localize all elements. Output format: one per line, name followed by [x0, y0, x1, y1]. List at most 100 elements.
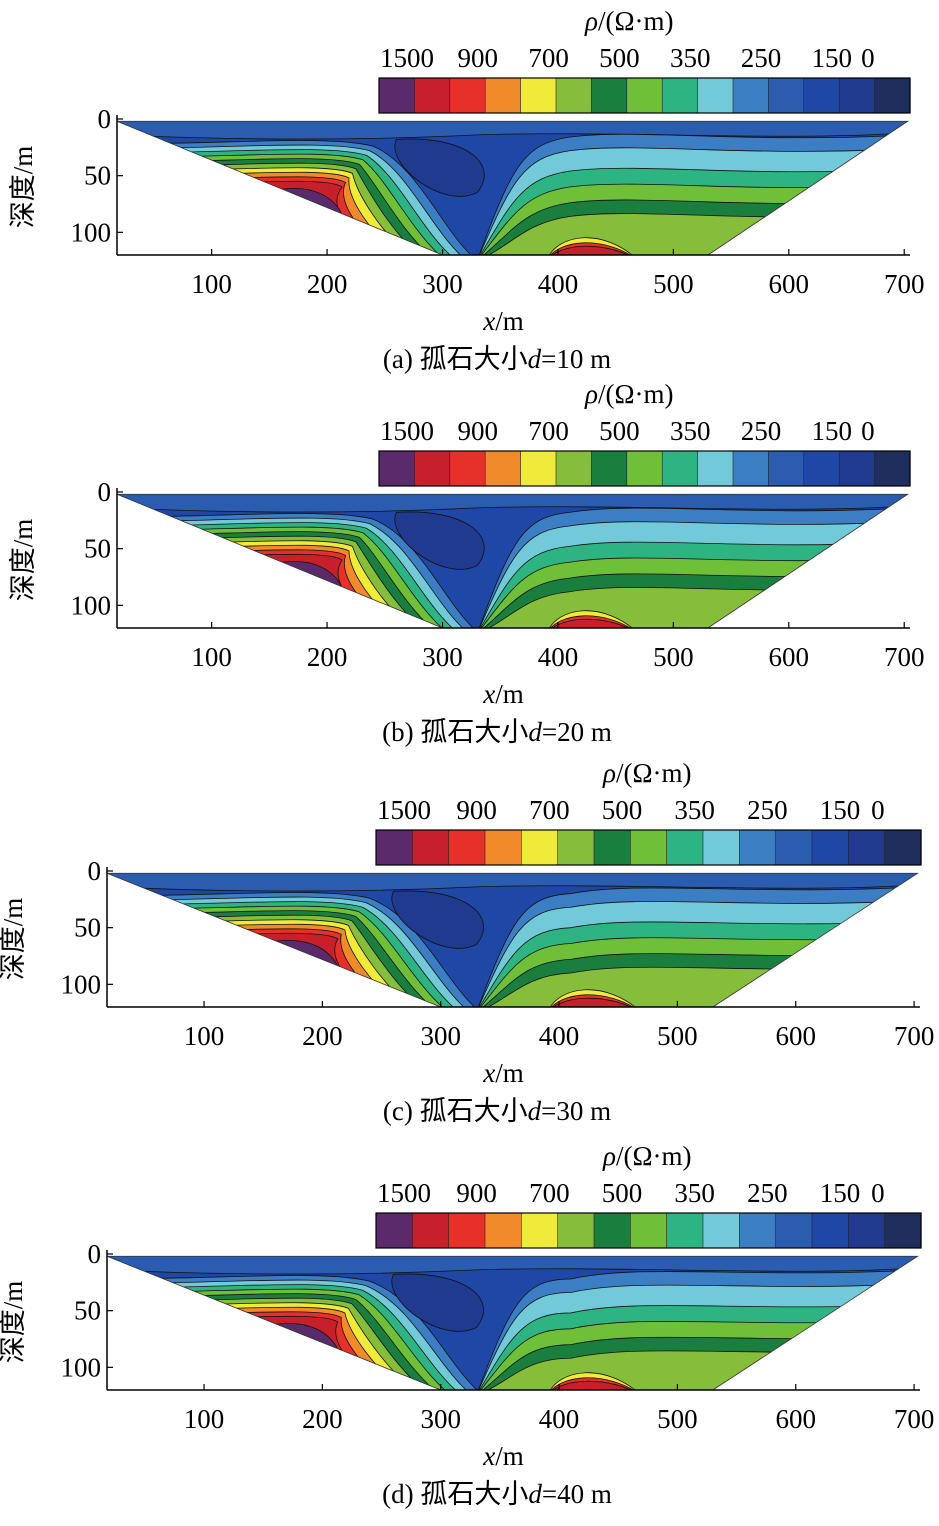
colorbar-swatch [378, 77, 416, 114]
colorbar-swatch [697, 450, 734, 487]
colorbar-swatch [661, 450, 699, 487]
colorbar-swatch [449, 450, 486, 487]
colorbar-swatch [848, 829, 886, 866]
colorbar-tick-label: 350 [670, 43, 711, 73]
x-tick-label: 300 [422, 642, 463, 672]
colorbar-tick-label: 700 [529, 795, 570, 825]
colorbar-swatch [884, 829, 922, 866]
colorbar-swatch [666, 829, 704, 866]
x-tick-label: 100 [191, 642, 232, 672]
surface-layer [107, 1256, 918, 1275]
panel-caption: (c) 孤石大小d=30 m [383, 1096, 611, 1126]
colorbar-tick-label: 150 [812, 43, 853, 73]
colorbar-tick-label: 700 [528, 43, 569, 73]
colorbar-swatch [484, 1212, 522, 1249]
y-tick-label: 50 [84, 161, 111, 191]
colorbar-swatch [811, 829, 849, 866]
colorbar-swatch [630, 1212, 668, 1249]
colorbar-tick-label: 1500 [377, 795, 431, 825]
colorbar-swatch [661, 77, 699, 114]
colorbar-tick-label: 150 [820, 1178, 861, 1208]
surface-layer [117, 121, 908, 140]
resistivity-section [117, 121, 908, 256]
colorbar-swatch [803, 77, 840, 114]
colorbar-tick-label: 0 [861, 416, 875, 446]
colorbar-swatch [768, 450, 805, 487]
y-axis-label: 深度/m [0, 1281, 28, 1364]
colorbar-swatch [520, 77, 557, 114]
colorbar-tick-label: 500 [599, 43, 640, 73]
colorbar-tick-label: 350 [670, 416, 711, 446]
colorbar-swatch [484, 829, 522, 866]
colorbar-swatch [874, 450, 911, 487]
colorbar-swatch [591, 450, 628, 487]
y-tick-label: 0 [98, 104, 112, 134]
x-tick-label: 100 [184, 1404, 225, 1434]
x-tick-label: 700 [894, 1404, 935, 1434]
x-tick-label: 600 [775, 1021, 816, 1051]
colorbar-swatch [414, 77, 451, 114]
colorbar-swatch [838, 77, 876, 114]
x-tick-label: 100 [184, 1021, 225, 1051]
colorbar-tick-label: 700 [528, 416, 569, 446]
colorbar-tick-label: 900 [456, 1178, 497, 1208]
colorbar-tick-label: 0 [871, 1178, 885, 1208]
x-axis-label: x/m [482, 1441, 524, 1471]
colorbar-swatch [591, 77, 628, 114]
colorbar-frame [378, 450, 911, 487]
colorbar-swatch [884, 1212, 922, 1249]
x-tick-label: 700 [894, 1021, 935, 1051]
x-tick-label: 100 [191, 269, 232, 299]
x-tick-label: 500 [653, 269, 694, 299]
deep-hotspot [546, 997, 644, 1008]
resistivity-panel-c: 1500 900 700 500 350 250 150 0 ρ/(Ω·m) 0 50 100 100 2… [0, 752, 939, 1134]
colorbar-tick-label: 150 [820, 795, 861, 825]
colorbar-swatch [412, 829, 450, 866]
x-tick-label: 400 [539, 1021, 580, 1051]
colorbar-swatch [775, 829, 813, 866]
x-axis-label: x/m [482, 679, 524, 709]
colorbar-tick-label: 1500 [380, 43, 434, 73]
colorbar-tick-label: 350 [674, 1178, 715, 1208]
y-axis-label: 深度/m [8, 146, 38, 229]
low-resistivity-zone [391, 890, 484, 949]
y-tick-label: 50 [74, 1296, 101, 1326]
colorbar-title: ρ/(Ω·m) [584, 379, 674, 409]
colorbar-swatch [593, 1212, 631, 1249]
colorbar-swatch [484, 450, 522, 487]
colorbar-title: ρ/(Ω·m) [584, 6, 674, 36]
colorbar-swatch [555, 450, 593, 487]
x-tick-label: 300 [420, 1404, 461, 1434]
colorbar-swatch [702, 1212, 740, 1249]
colorbar-swatch [520, 450, 557, 487]
colorbar-tick-label: 500 [602, 1178, 643, 1208]
colorbar-tick-label: 250 [741, 43, 782, 73]
colorbar-swatch [838, 450, 876, 487]
colorbar-swatch [739, 829, 777, 866]
colorbar-swatch [375, 829, 413, 866]
y-tick-label: 100 [61, 1352, 102, 1382]
colorbar-title: ρ/(Ω·m) [602, 1141, 692, 1171]
y-axis-label: 深度/m [0, 898, 28, 981]
x-tick-label: 200 [302, 1404, 343, 1434]
low-resistivity-zone [394, 511, 485, 570]
resistivity-section [107, 873, 918, 1008]
x-tick-label: 200 [307, 269, 348, 299]
x-tick-label: 200 [302, 1021, 343, 1051]
colorbar-swatch [375, 1212, 413, 1249]
x-tick-label: 400 [538, 642, 579, 672]
y-tick-label: 50 [84, 534, 111, 564]
colorbar-title: ρ/(Ω·m) [602, 758, 692, 788]
x-tick-label: 700 [884, 642, 925, 672]
x-tick-label: 500 [653, 642, 694, 672]
colorbar-tick-label: 1500 [377, 1178, 431, 1208]
deep-hotspot [545, 245, 641, 256]
colorbar-frame [378, 77, 911, 114]
colorbar-swatch [448, 1212, 486, 1249]
surface-layer [117, 494, 908, 513]
deep-hotspot [545, 618, 641, 629]
y-tick-label: 100 [61, 969, 102, 999]
x-tick-label: 300 [420, 1021, 461, 1051]
x-tick-label: 300 [422, 269, 463, 299]
